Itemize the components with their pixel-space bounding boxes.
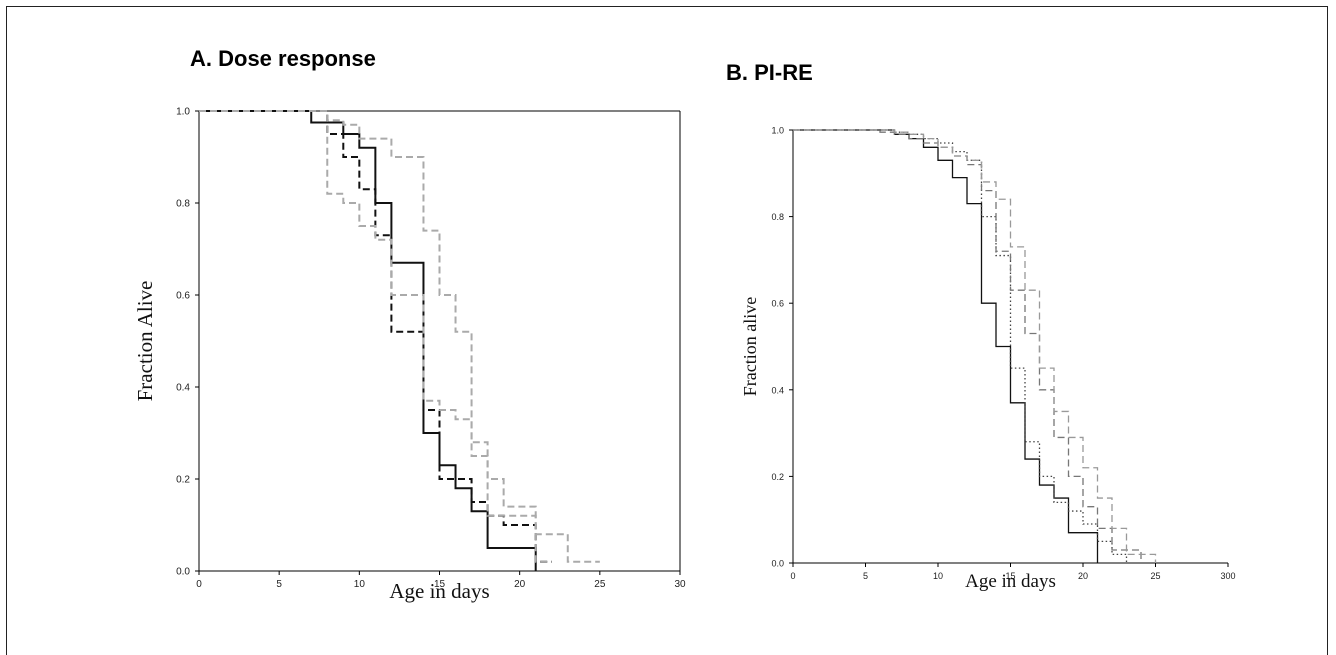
y-tick-label: 0.2: [176, 475, 190, 486]
x-tick-label: 25: [1150, 571, 1160, 581]
y-tick-label: 0.6: [771, 299, 784, 309]
x-tick-label: 25: [594, 579, 606, 590]
series-line-4: [793, 129, 1157, 563]
x-tick-label: 300: [1220, 571, 1235, 581]
chart-b-title: B. PI-RE: [726, 60, 813, 85]
y-tick-label: 0.4: [771, 385, 784, 395]
x-axis-label: Age in days: [389, 579, 489, 603]
series-line-3: [199, 110, 600, 563]
x-axis-label: Age in days: [965, 571, 1056, 592]
series-line-4: [199, 110, 552, 563]
y-tick-label: 0.2: [771, 472, 784, 482]
y-tick-label: 1.0: [176, 107, 190, 118]
y-tick-label: 0.0: [176, 567, 190, 578]
y-tick-label: 1.0: [771, 126, 784, 136]
y-tick-label: 0.0: [771, 559, 784, 569]
y-tick-label: 0.8: [771, 212, 784, 222]
figure-frame: [6, 6, 1328, 655]
y-axis-label: Fraction alive: [740, 297, 760, 396]
chart-a-title: A. Dose response: [190, 46, 376, 71]
y-tick-label: 0.4: [176, 383, 190, 394]
y-tick-label: 0.6: [176, 291, 190, 302]
series-line-2: [793, 129, 1128, 563]
y-tick-label: 0.8: [176, 199, 190, 210]
series-line-1: [199, 110, 537, 571]
x-tick-label: 0: [790, 571, 795, 581]
series-line-3: [793, 129, 1142, 563]
x-tick-label: 20: [514, 579, 526, 590]
x-tick-label: 5: [276, 579, 282, 590]
x-tick-label: 15: [434, 579, 446, 590]
x-tick-label: 10: [933, 571, 943, 581]
x-tick-label: 20: [1078, 571, 1088, 581]
x-tick-label: 0: [196, 579, 202, 590]
y-axis-label: Fraction Alive: [133, 281, 157, 402]
x-tick-label: 10: [354, 579, 366, 590]
x-tick-label: 5: [863, 571, 868, 581]
series-line-1: [793, 129, 1099, 563]
x-tick-label: 15: [1005, 571, 1015, 581]
x-tick-label: 30: [674, 579, 686, 590]
